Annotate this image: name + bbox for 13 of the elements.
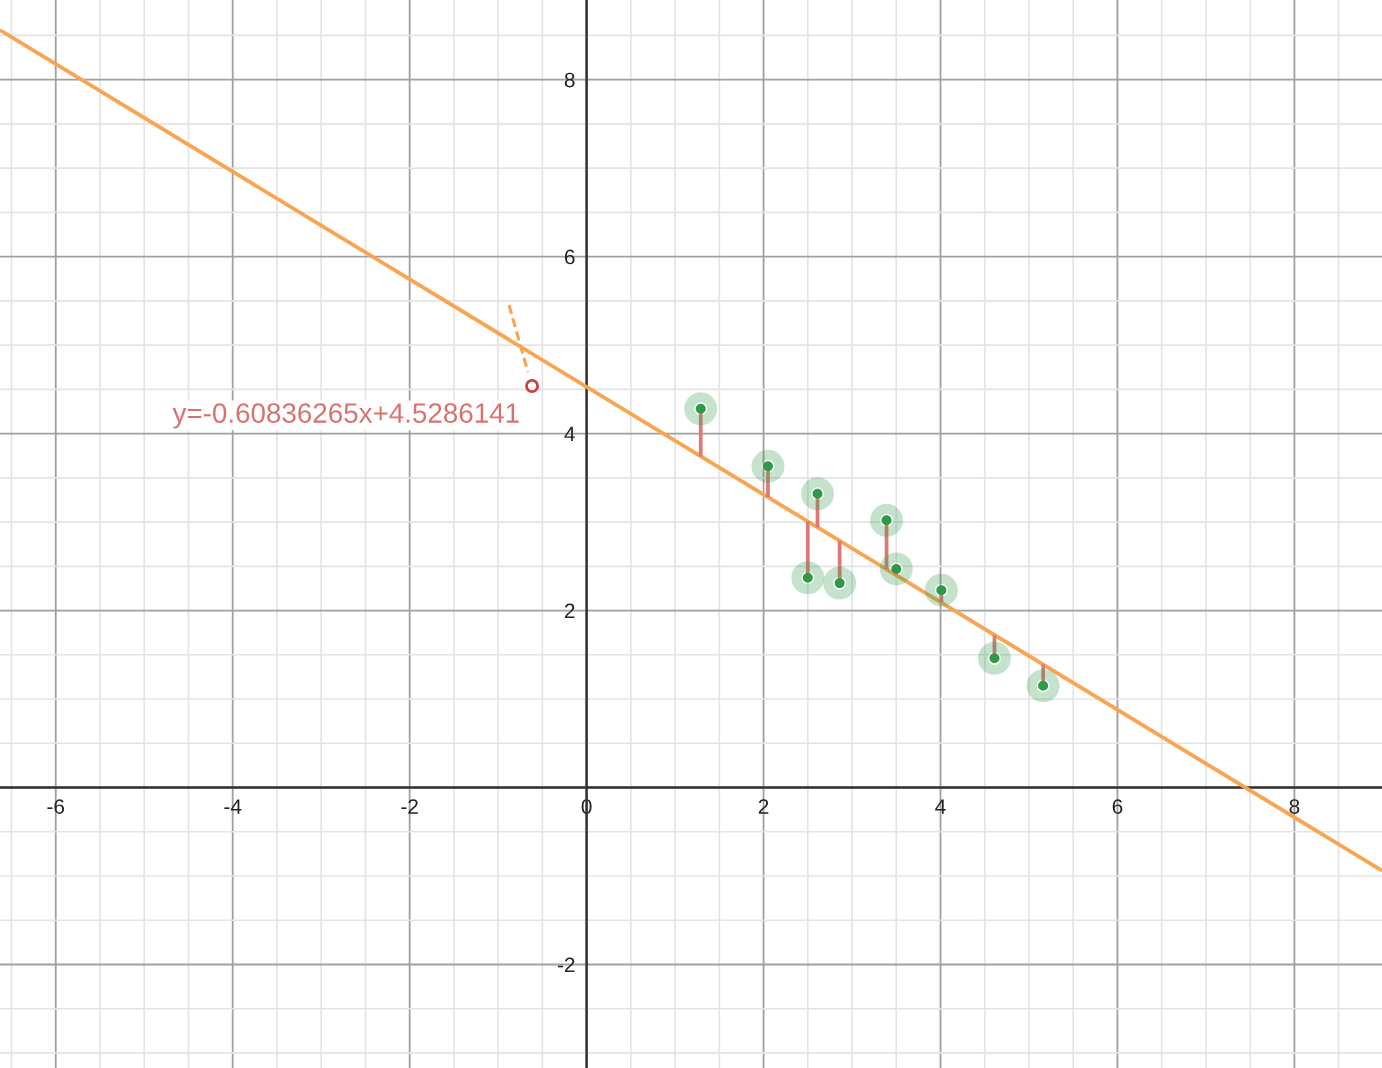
x-tick-label: 4 xyxy=(935,799,946,814)
x-tick-label: 8 xyxy=(1289,799,1300,814)
x-tick-label: -2 xyxy=(401,799,418,814)
y-tick-label: 6 xyxy=(564,249,575,265)
y-tick-label: 8 xyxy=(564,72,575,88)
x-tick-label: -4 xyxy=(224,799,242,814)
y-tick-label: 4 xyxy=(564,426,575,442)
x-tick-label: -6 xyxy=(47,799,65,814)
x-tick-label: 2 xyxy=(758,799,769,814)
x-tick-label: 6 xyxy=(1112,799,1123,814)
annotation: y=-0.60836265x+4.5286141 xyxy=(172,403,519,429)
y-tick-label: 2 xyxy=(564,603,575,619)
y-tick-label: -2 xyxy=(557,957,575,973)
